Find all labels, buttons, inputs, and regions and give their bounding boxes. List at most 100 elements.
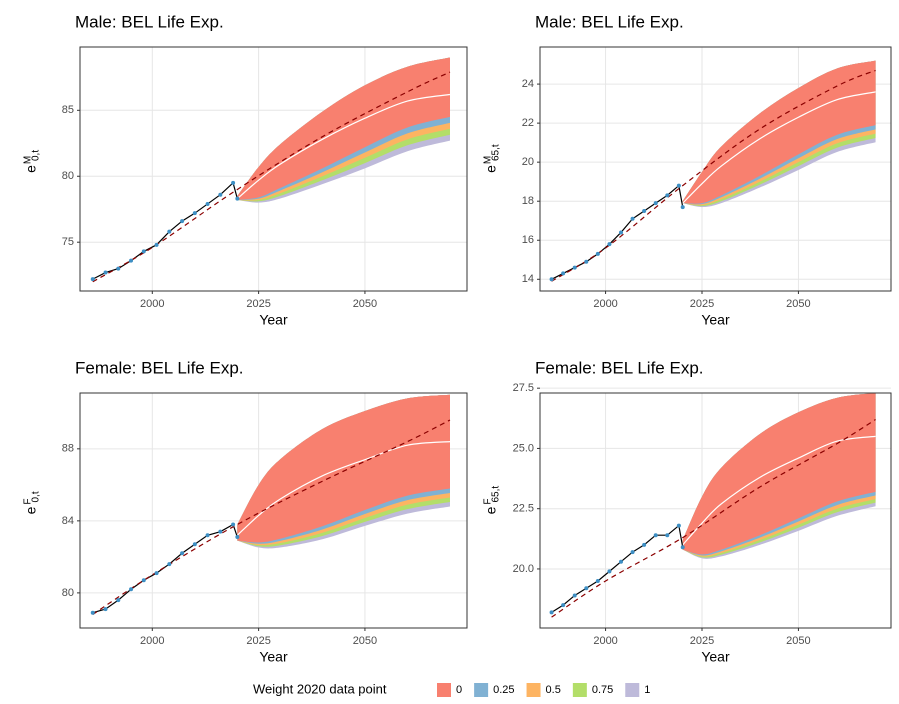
observed-point (218, 192, 223, 197)
observed-point (676, 523, 681, 528)
legend-swatch (526, 683, 541, 697)
legend-label: 0.5 (546, 684, 561, 696)
y-axis-sup: F (483, 498, 494, 504)
x-tick-label: 2025 (690, 298, 714, 310)
legend-label: 0.75 (592, 684, 613, 696)
x-tick-label: 2000 (593, 298, 617, 310)
observed-point (619, 230, 623, 235)
observed-point (607, 569, 612, 574)
observed-point (680, 545, 685, 550)
legend-title: Weight 2020 data point (253, 681, 387, 696)
observed-point (676, 183, 681, 188)
observed-point (116, 598, 121, 603)
observed-point (595, 251, 600, 256)
legend-label: 0 (456, 684, 462, 696)
y-tick-label: 27.5 (513, 382, 534, 394)
x-axis-title: Year (701, 312, 730, 328)
y-tick-label: 20.0 (513, 563, 534, 575)
x-axis-title: Year (259, 312, 288, 328)
panel-title: Female: BEL Life Exp. (535, 358, 704, 377)
x-tick-label: 2050 (786, 298, 810, 310)
x-tick-label: 2025 (690, 635, 714, 647)
panel-border (539, 392, 892, 629)
panel: Male: BEL Life Exp. 14 16 18 20 22 24 2000 2025 2… (483, 12, 892, 328)
observed-point (218, 529, 223, 534)
x-axis-title: Year (259, 649, 288, 665)
legend-swatch (572, 683, 587, 697)
observed-point (129, 587, 134, 592)
median-line (682, 435, 876, 546)
observed-point (665, 193, 670, 198)
legend-swatch (437, 683, 451, 697)
observed-point (642, 208, 647, 213)
band (682, 60, 876, 204)
observed-point (180, 219, 185, 224)
y-tick-label: 14 (522, 273, 534, 285)
trend-line (551, 69, 876, 282)
trend-line (92, 419, 451, 615)
observed-point (549, 610, 554, 615)
panel-border (79, 46, 468, 292)
observed-point (653, 533, 658, 538)
panel: Female: BEL Life Exp. 80 84 88 2000 2025 2050 Y… (23, 358, 468, 665)
y-tick-label: 24 (522, 78, 534, 90)
observed-point (572, 593, 577, 598)
y-axis-title: e (23, 165, 39, 173)
y-axis-sub: 65,t (491, 486, 502, 503)
observed-point (192, 542, 197, 547)
observed-point (231, 522, 236, 527)
y-axis-title: e (23, 506, 39, 514)
observed-point (595, 579, 600, 583)
band (682, 393, 876, 555)
observed-point (584, 259, 589, 264)
legend-swatch (625, 683, 640, 697)
y-tick-label: 75 (62, 236, 74, 248)
trend-line (551, 419, 876, 618)
panel: Female: BEL Life Exp. 20.0 22.5 25.0 27.5 200… (483, 358, 892, 665)
y-tick-label: 85 (62, 104, 74, 116)
y-axis-title: e (483, 506, 499, 514)
observed-point (653, 201, 658, 206)
observed-point (561, 271, 566, 276)
observed-point (619, 559, 623, 564)
observed-point (572, 265, 577, 270)
x-tick-label: 2050 (353, 635, 377, 647)
median-line (682, 91, 876, 204)
legend-label: 1 (644, 684, 650, 696)
observed-point (141, 578, 146, 583)
observed-point (103, 607, 108, 612)
panel: Male: BEL Life Exp. 75 80 85 2000 2025 2050 Yea… (23, 12, 468, 328)
trend-line (92, 71, 451, 283)
x-tick-label: 2000 (140, 298, 164, 310)
observed-point (116, 266, 121, 271)
y-tick-label: 20 (522, 156, 534, 168)
observed-point (141, 249, 146, 254)
y-tick-label: 22 (522, 117, 534, 129)
y-axis-sub: 0,t (31, 150, 42, 161)
observed-point (154, 242, 159, 247)
observed-point (642, 542, 647, 547)
observed-point (205, 201, 210, 206)
observed-point (205, 533, 210, 538)
observed-point (630, 550, 635, 555)
y-tick-label: 88 (62, 443, 74, 455)
panel-border (79, 392, 468, 629)
observed-point (235, 196, 240, 201)
observed-point (192, 211, 197, 216)
y-tick-label: 25.0 (513, 442, 534, 454)
y-axis-sub: 65,t (491, 144, 502, 161)
x-tick-label: 2050 (353, 298, 377, 310)
observed-point (154, 571, 159, 576)
x-axis-title: Year (701, 649, 730, 665)
y-tick-label: 22.5 (513, 503, 534, 515)
y-tick-label: 80 (62, 170, 74, 182)
observed-point (167, 562, 172, 567)
observed-point (665, 533, 670, 538)
panel-title: Male: BEL Life Exp. (535, 12, 684, 31)
observed-point (103, 270, 108, 275)
y-tick-label: 84 (62, 515, 74, 527)
observed-point (90, 610, 95, 615)
y-axis-sup: F (23, 498, 34, 504)
median-line (236, 441, 451, 536)
